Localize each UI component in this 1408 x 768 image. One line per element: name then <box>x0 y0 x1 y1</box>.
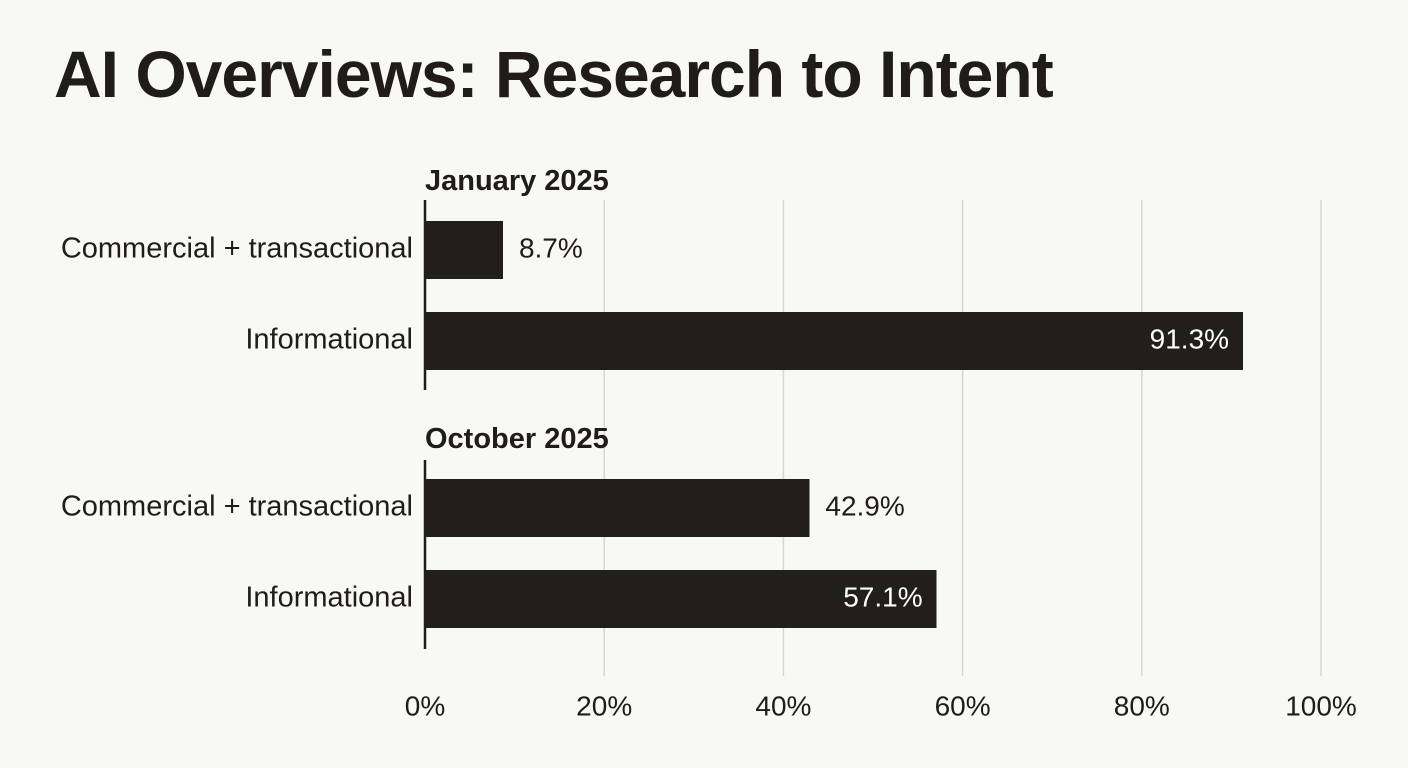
panel-title: October 2025 <box>425 423 609 455</box>
data-label: 91.3% <box>1150 323 1229 354</box>
bar <box>425 479 810 537</box>
data-label: 8.7% <box>519 232 583 263</box>
data-label: 42.9% <box>825 490 904 521</box>
x-tick-label: 20% <box>576 690 632 721</box>
x-axis-ticks: 0% 20% 40% 60% 80% 100% <box>405 690 1357 721</box>
category-label: Informational <box>245 324 413 356</box>
x-tick-label: 60% <box>935 690 991 721</box>
x-tick-label: 80% <box>1114 690 1170 721</box>
category-label: Commercial + transactional <box>61 491 413 523</box>
bar <box>425 570 937 628</box>
x-tick-label: 0% <box>405 690 445 721</box>
chart-panel-1: January 2025 Commercial + transactional 8.… <box>61 165 1244 390</box>
x-tick-label: 100% <box>1285 690 1357 721</box>
panel-title: January 2025 <box>425 165 609 197</box>
x-tick-label: 40% <box>755 690 811 721</box>
data-label: 57.1% <box>843 581 922 612</box>
chart-title: AI Overviews: Research to Intent <box>54 37 1054 111</box>
bar <box>425 221 503 279</box>
category-label: Informational <box>245 582 413 614</box>
category-label: Commercial + transactional <box>61 233 413 265</box>
bar <box>425 312 1244 370</box>
chart-panel-2: October 2025 Commercial + transactional 42… <box>61 423 937 649</box>
